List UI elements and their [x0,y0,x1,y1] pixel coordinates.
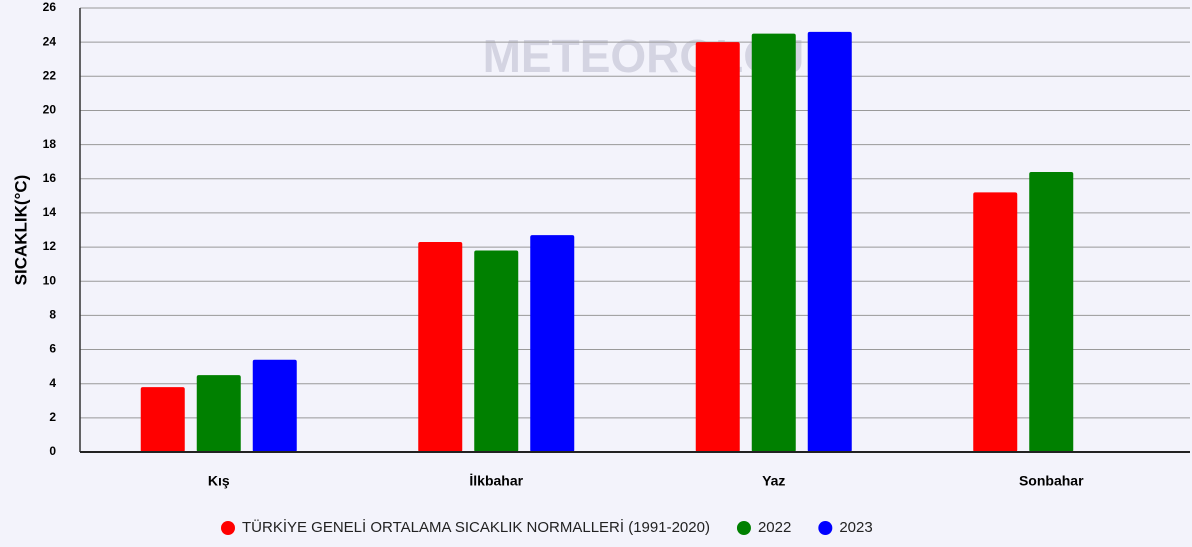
legend-marker [818,521,833,535]
x-tick-label: Yaz [762,473,785,489]
bar [418,241,463,452]
y-tick-label: 6 [49,342,56,356]
bar [807,31,852,453]
bar [973,192,1018,452]
y-tick-label: 12 [43,239,57,253]
bar [1029,171,1074,452]
bar [140,387,185,452]
y-tick-label: 4 [49,376,56,390]
y-tick-label: 24 [43,34,57,48]
bar [530,235,575,452]
y-tick-label: 14 [43,205,57,219]
bar [474,250,519,452]
y-tick-label: 26 [43,0,57,14]
bar [695,42,740,453]
y-tick-label: 16 [43,171,57,185]
y-tick-label: 8 [49,308,56,322]
x-tick-label: İlkbahar [469,473,523,489]
y-tick-label: 22 [43,68,57,82]
legend-marker [221,521,235,535]
y-tick-label: 10 [43,273,57,287]
legend-label: 2022 [758,519,791,536]
x-tick-label: Kış [208,473,230,489]
bar [252,359,297,452]
y-tick-label: 20 [43,103,57,117]
bar [196,375,241,452]
y-tick-label: 2 [49,410,56,424]
y-axis-label: SICAKLIK(°C) [11,175,30,286]
bar [751,33,796,452]
y-tick-label: 18 [43,137,57,151]
legend-label: 2023 [839,519,872,536]
legend-marker [736,521,751,535]
y-tick-label: 0 [49,444,56,458]
legend-label: TÜRKİYE GENELİ ORTALAMA SICAKLIK NORMALL… [242,518,710,536]
x-tick-label: Sonbahar [1019,473,1084,489]
